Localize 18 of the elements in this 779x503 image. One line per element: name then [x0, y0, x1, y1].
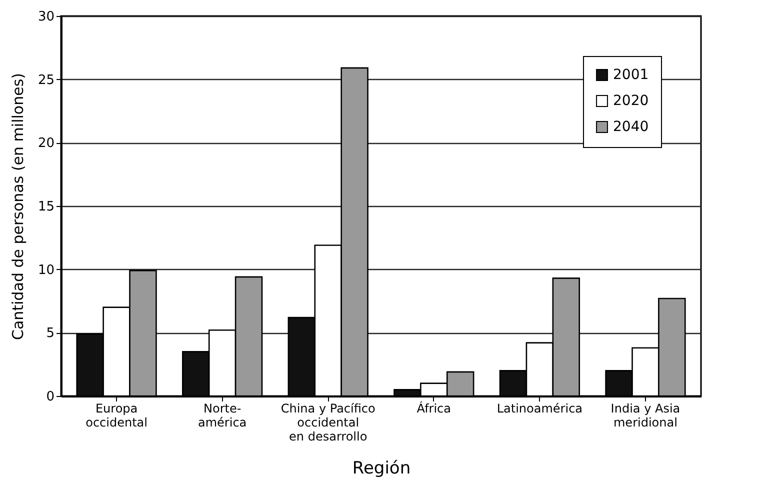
- x-tick-label: Norte- américa: [198, 402, 247, 430]
- x-axis-title: Región: [352, 458, 411, 478]
- y-tick-label: 15: [38, 200, 54, 214]
- x-tick-label: Latinoamérica: [496, 402, 583, 416]
- legend-label: 2040: [613, 119, 649, 135]
- y-tick-label: 10: [38, 262, 54, 278]
- y-axis-title: Cantidad de personas (en millones): [8, 73, 27, 340]
- y-tick-label: 0: [46, 390, 54, 404]
- x-tick-label: China y Pacífico occidental en desarrollo: [280, 402, 376, 444]
- y-tick-label: 20: [38, 136, 54, 152]
- y-tick-label: 30: [38, 10, 54, 24]
- y-tick-label: 25: [38, 72, 54, 88]
- legend-label: 2020: [613, 93, 649, 109]
- x-tick-label: África: [416, 400, 452, 416]
- legend-label: 2001: [613, 67, 649, 83]
- y-tick-label: 5: [46, 326, 54, 342]
- x-tick-label: Europa occidental: [86, 402, 148, 430]
- x-tick-label: India y Asia meridional: [610, 402, 680, 430]
